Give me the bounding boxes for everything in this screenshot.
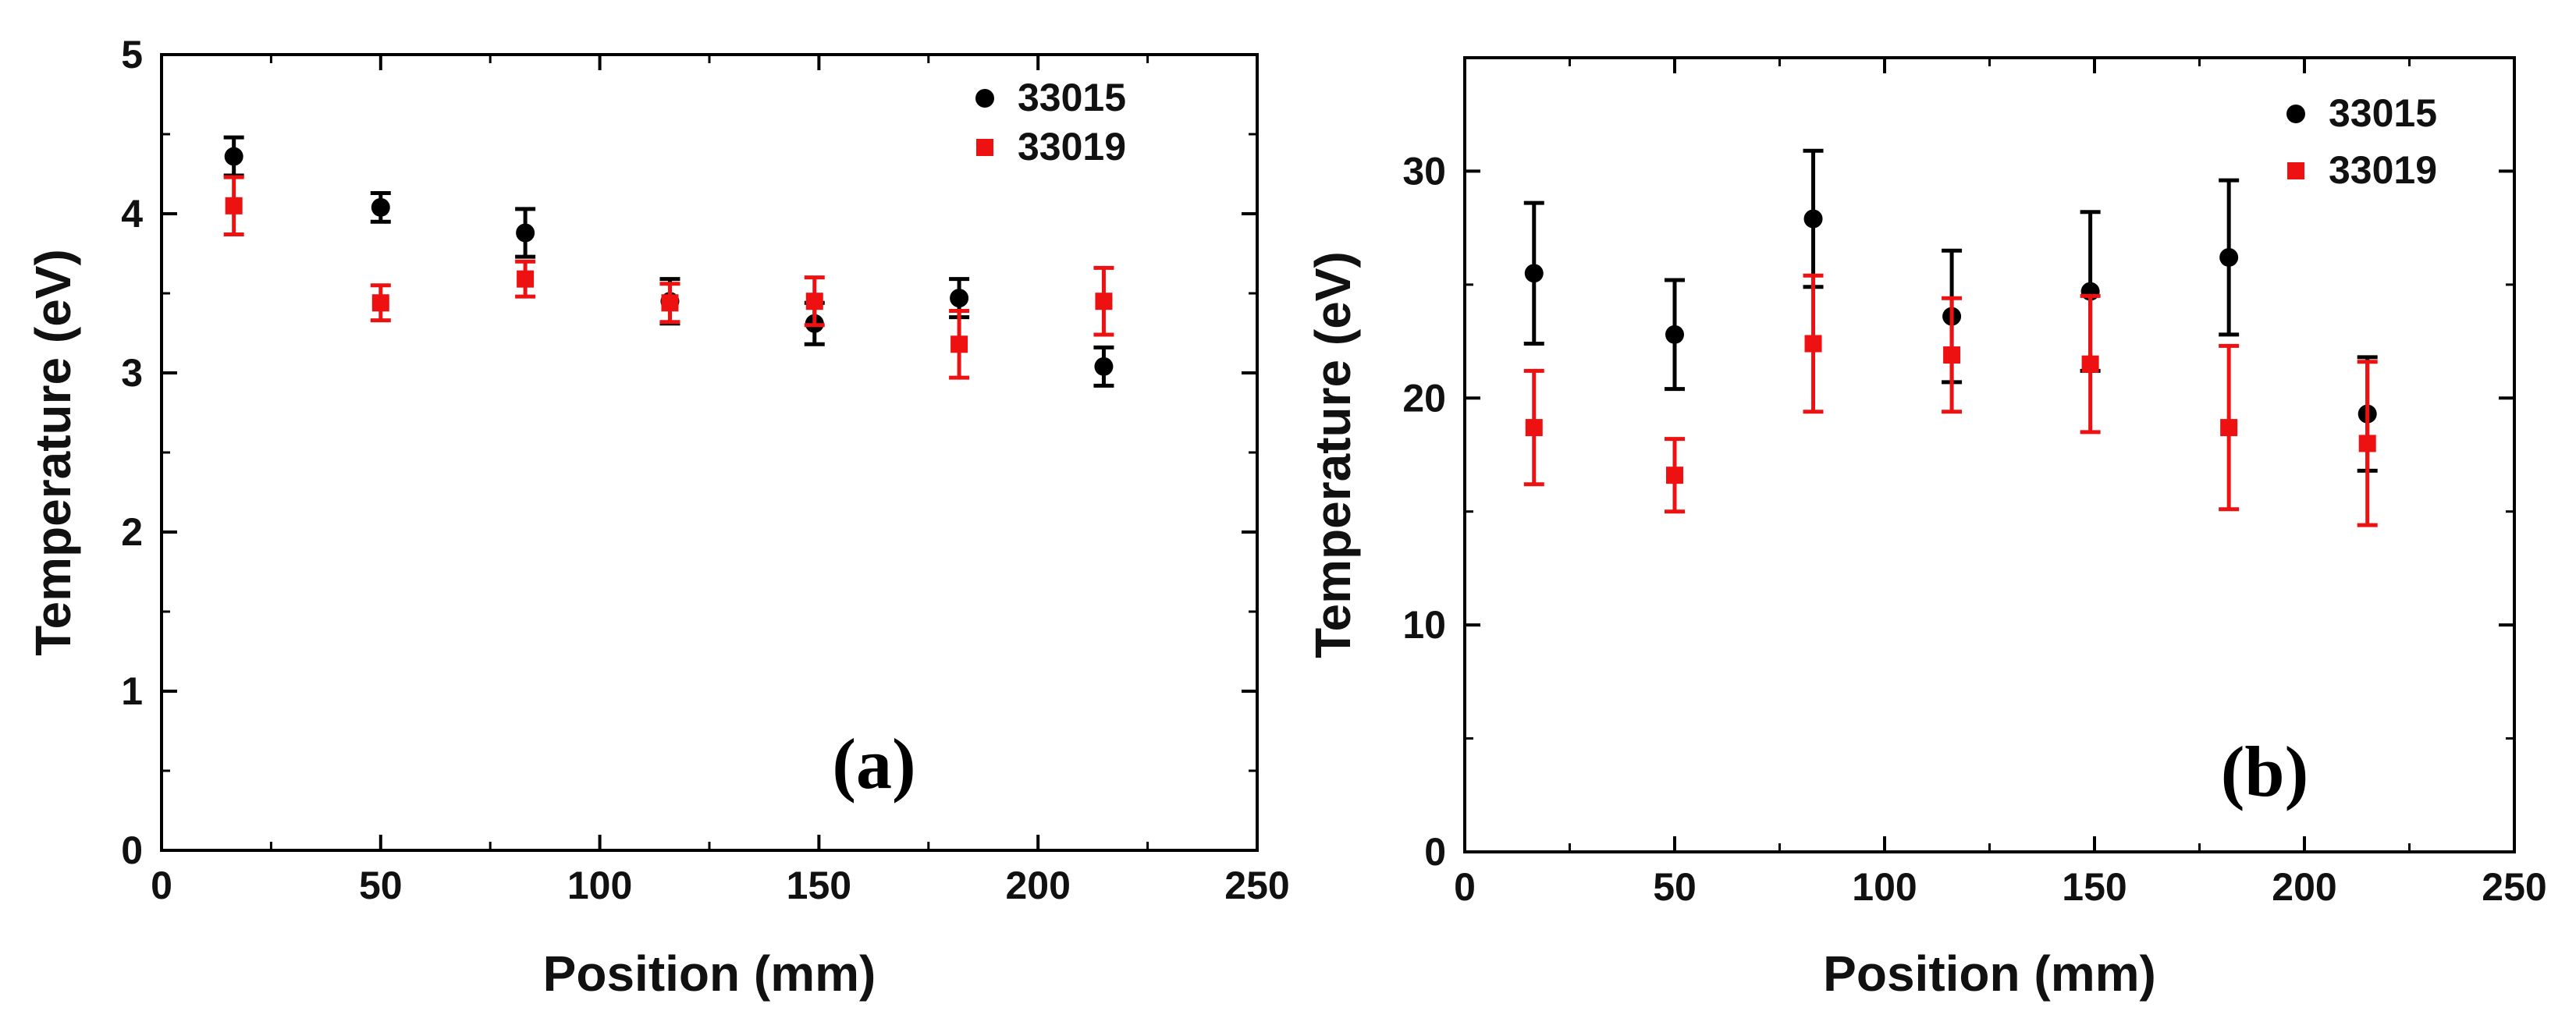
data-point-33015 bbox=[516, 223, 535, 243]
chart-panel-a: 0 50 100 150 200 250 0 1 2 3 4 5 Position (mm) Temper… bbox=[25, 33, 1290, 1002]
x-tick-label: 150 bbox=[2062, 865, 2127, 909]
legend-marker-33019 bbox=[2287, 162, 2304, 179]
y-tick-label: 10 bbox=[1402, 603, 1446, 647]
y-tick-label: 0 bbox=[1424, 830, 1446, 874]
y-axis-title: Temperature (eV) bbox=[1305, 251, 1361, 658]
legend-label-33019: 33019 bbox=[1018, 125, 1126, 169]
x-axis-title: Position (mm) bbox=[543, 946, 876, 1002]
data-point-33019 bbox=[1095, 293, 1113, 310]
panel-label: (b) bbox=[2221, 732, 2308, 811]
chart-panel-b: 0 50 100 150 200 250 0 10 20 30 Position (mm) Tempe… bbox=[1305, 56, 2547, 1002]
data-point-33015 bbox=[1803, 209, 1823, 229]
x-tick-label: 50 bbox=[1653, 865, 1697, 909]
x-tick-label: 250 bbox=[1224, 864, 1289, 907]
x-axis-title: Position (mm) bbox=[1823, 946, 2156, 1002]
x-tick-label: 50 bbox=[359, 864, 403, 907]
data-point-33019 bbox=[1525, 419, 1543, 437]
data-point-33019 bbox=[661, 294, 679, 312]
data-point-33015 bbox=[950, 289, 969, 308]
x-tick-label: 150 bbox=[787, 864, 851, 907]
y-tick-label: 20 bbox=[1402, 376, 1446, 420]
y-tick-label: 4 bbox=[121, 192, 143, 236]
x-tick-label: 0 bbox=[1454, 865, 1476, 909]
data-point-33019 bbox=[1804, 335, 1822, 353]
data-point-33015 bbox=[371, 197, 390, 217]
data-point-33019 bbox=[805, 293, 823, 310]
data-point-33019 bbox=[2358, 435, 2376, 452]
data-point-33015 bbox=[224, 147, 243, 166]
legend-label-33015: 33015 bbox=[2329, 91, 2437, 135]
data-point-33015 bbox=[1094, 357, 1114, 376]
x-tick-label: 250 bbox=[2482, 865, 2546, 909]
x-tick-label: 0 bbox=[151, 864, 172, 907]
data-point-33019 bbox=[371, 294, 389, 312]
y-tick-label: 3 bbox=[121, 351, 143, 395]
legend-label-33015: 33015 bbox=[1018, 76, 1126, 119]
panel-label: (a) bbox=[832, 724, 915, 804]
data-point-33015 bbox=[1665, 325, 1684, 344]
legend-marker-33015 bbox=[975, 89, 994, 108]
x-tick-label: 100 bbox=[567, 864, 632, 907]
y-tick-label: 5 bbox=[121, 33, 143, 76]
plot-frame bbox=[160, 53, 1259, 852]
data-point-33019 bbox=[2081, 355, 2099, 373]
data-point-33015 bbox=[2219, 247, 2239, 267]
x-tick-label: 100 bbox=[1852, 865, 1917, 909]
legend-label-33019: 33019 bbox=[2329, 148, 2437, 192]
data-point-33019 bbox=[1666, 467, 1683, 484]
y-tick-label: 1 bbox=[121, 669, 143, 713]
data-point-33019 bbox=[517, 270, 535, 288]
y-axis-title: Temperature (eV) bbox=[25, 249, 81, 656]
data-point-33019 bbox=[1943, 346, 1961, 364]
legend-marker-33019 bbox=[976, 139, 993, 156]
x-tick-label: 200 bbox=[1005, 864, 1070, 907]
data-point-33019 bbox=[225, 197, 243, 215]
y-tick-label: 2 bbox=[121, 510, 143, 554]
y-tick-label: 0 bbox=[121, 828, 143, 872]
legend-marker-33015 bbox=[2286, 105, 2305, 123]
x-tick-label: 200 bbox=[2272, 865, 2336, 909]
data-point-33019 bbox=[2220, 419, 2238, 437]
data-point-33015 bbox=[1524, 264, 1544, 283]
data-point-33019 bbox=[950, 335, 968, 353]
y-tick-label: 30 bbox=[1402, 149, 1446, 193]
